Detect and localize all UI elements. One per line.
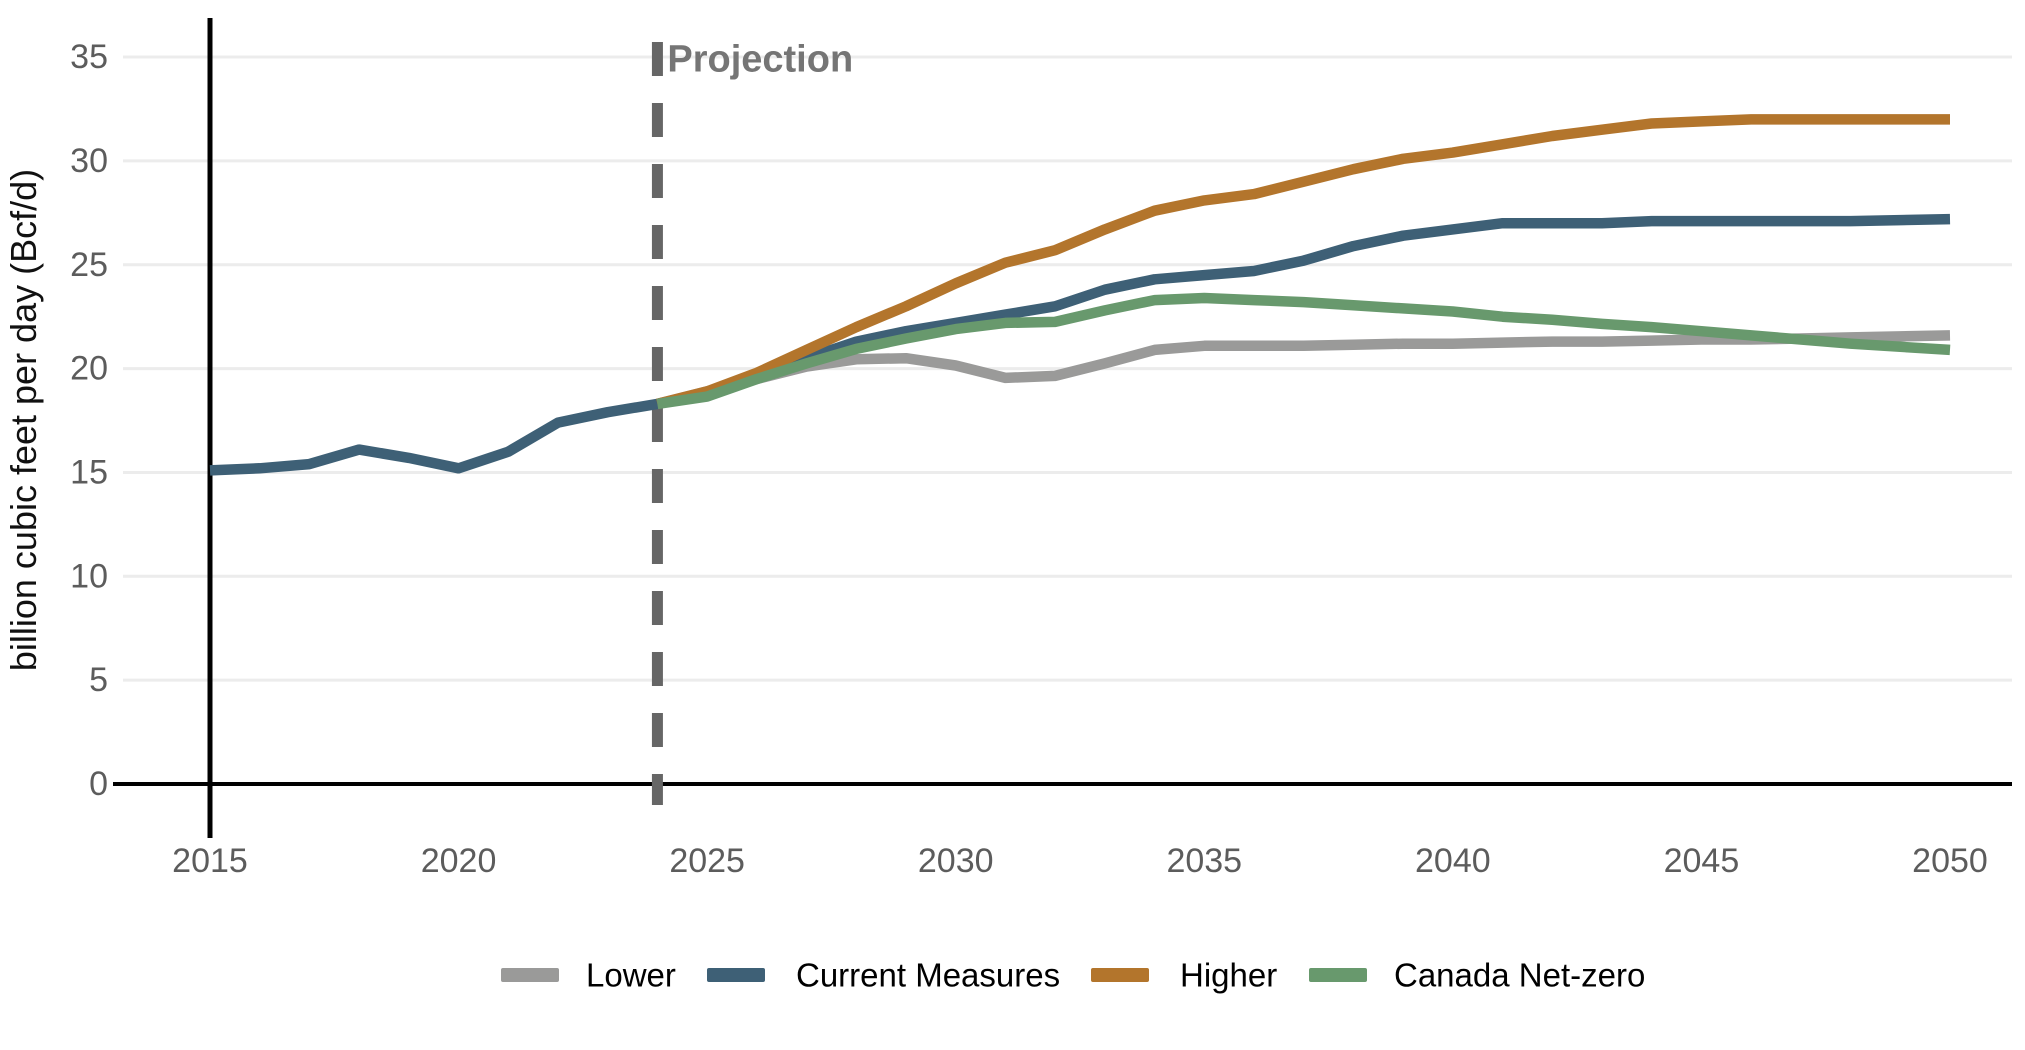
y-tick-label: 0 xyxy=(89,765,108,803)
legend-item-canada-net-zero: Canada Net-zero xyxy=(1309,957,1645,994)
series-line-current-measures xyxy=(209,213,1951,476)
legend: Lower Current Measures Higher Canada Net-ze… xyxy=(501,957,1645,994)
projection-label: Projection xyxy=(667,39,853,81)
x-tick-label: 2015 xyxy=(172,842,248,880)
legend-swatch xyxy=(1091,968,1149,982)
legend-item-current-measures: Current Measures xyxy=(707,957,1060,994)
y-tick-label: 25 xyxy=(70,246,108,284)
x-tick-label: 2020 xyxy=(421,842,497,880)
x-tick-label: 2050 xyxy=(1912,842,1988,880)
x-tick-label: 2040 xyxy=(1415,842,1491,880)
y-tick-label: 15 xyxy=(70,453,108,491)
y-axis-title: billion cubic feet per day (Bcf/d) xyxy=(3,169,44,671)
legend-swatch xyxy=(1309,968,1367,982)
legend-swatch xyxy=(707,968,765,982)
y-tick-label: 10 xyxy=(70,557,108,595)
legend-label: Lower xyxy=(586,957,676,994)
y-tick-label: 20 xyxy=(70,350,108,388)
y-tick-label: 35 xyxy=(70,38,108,76)
x-tick-label: 2025 xyxy=(669,842,745,880)
legend-label: Current Measures xyxy=(796,957,1060,994)
x-tick-label: 2045 xyxy=(1664,842,1740,880)
legend-label: Canada Net-zero xyxy=(1394,957,1645,994)
y-tick-label: 5 xyxy=(89,661,108,699)
x-tick-label: 2030 xyxy=(918,842,994,880)
legend-item-higher: Higher xyxy=(1091,957,1277,994)
y-tick-label: 30 xyxy=(70,142,108,180)
legend-label: Higher xyxy=(1180,957,1277,994)
series-line-canada-net-zero xyxy=(656,292,1951,410)
x-tick-label: 2035 xyxy=(1166,842,1242,880)
series-line-higher xyxy=(656,114,1950,409)
series-line-lower xyxy=(656,330,1951,409)
legend-swatch xyxy=(501,968,559,982)
legend-item-lower: Lower xyxy=(501,957,676,994)
